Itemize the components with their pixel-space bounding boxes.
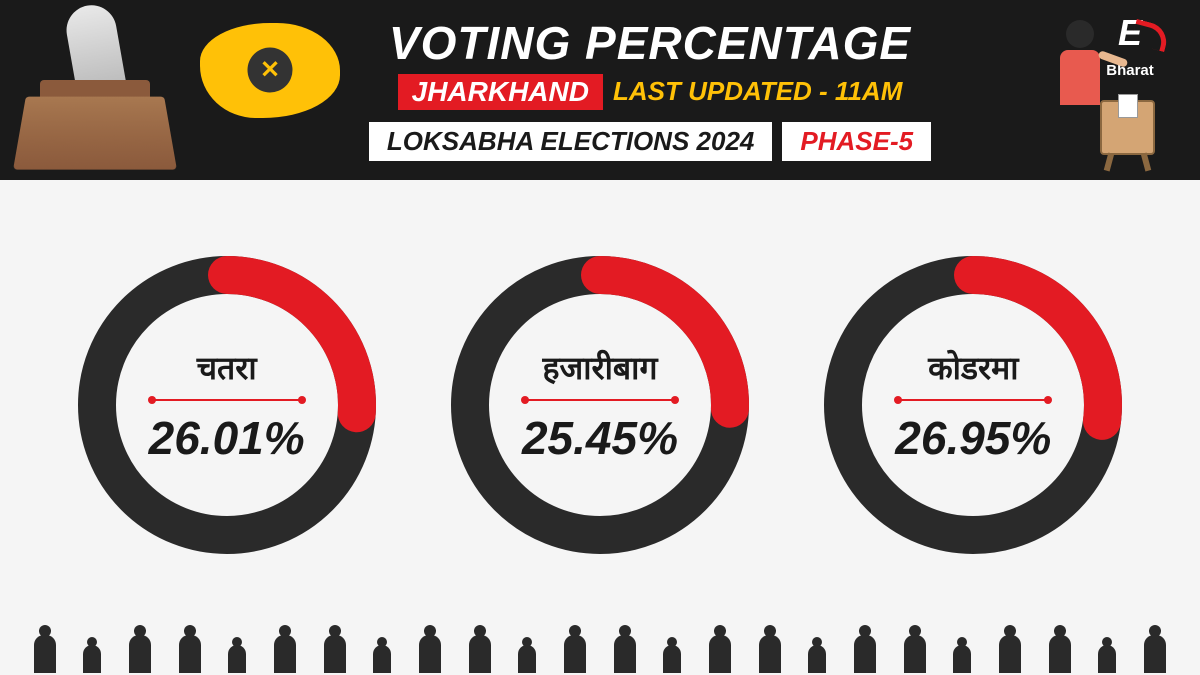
person-silhouette xyxy=(373,645,391,673)
person-silhouette xyxy=(759,635,781,673)
person-silhouette xyxy=(179,635,201,673)
person-silhouette xyxy=(1049,635,1071,673)
ballot-box-illustration xyxy=(1100,100,1155,155)
person-silhouette xyxy=(953,645,971,673)
donut-chart-2: हजारीबाग 25.45% xyxy=(440,245,760,565)
subtitle-row: JHARKHAND LAST UPDATED - 11AM xyxy=(350,74,950,110)
header-graphic-left xyxy=(20,0,190,180)
person-silhouette xyxy=(1144,635,1166,673)
state-map-graphic xyxy=(200,23,340,118)
divider-line xyxy=(525,399,675,401)
percentage-value: 25.45% xyxy=(490,411,710,465)
voter-head xyxy=(1066,20,1094,48)
state-outline xyxy=(200,23,340,118)
person-silhouette xyxy=(709,635,731,673)
donut-center-3: कोडरमा 26.95% xyxy=(863,346,1083,465)
person-silhouette xyxy=(614,635,636,673)
phase-label: PHASE-5 xyxy=(782,122,931,161)
person-silhouette xyxy=(129,635,151,673)
person-silhouette xyxy=(228,645,246,673)
header-titles: VOTING PERCENTAGE JHARKHAND LAST UPDATED… xyxy=(340,20,960,161)
person-silhouette xyxy=(419,635,441,673)
footer-silhouettes xyxy=(0,630,1200,675)
info-row: LOKSABHA ELECTIONS 2024 PHASE-5 xyxy=(350,122,950,161)
percentage-value: 26.01% xyxy=(117,411,337,465)
state-name: JHARKHAND xyxy=(398,74,603,110)
person-silhouette xyxy=(854,635,876,673)
event-name: LOKSABHA ELECTIONS 2024 xyxy=(369,122,772,161)
main-title: VOTING PERCENTAGE xyxy=(350,20,950,66)
donut-center-2: हजारीबाग 25.45% xyxy=(490,346,710,465)
last-updated: LAST UPDATED - 11AM xyxy=(613,76,902,107)
person-silhouette xyxy=(1098,645,1116,673)
percentage-value: 26.95% xyxy=(863,411,1083,465)
chart-content: चतरा 26.01% हजारीबाग 25.45% कोडरमा 26.95… xyxy=(0,180,1200,630)
header-graphic-right: E Bharat xyxy=(960,0,1180,180)
person-silhouette xyxy=(469,635,491,673)
donut-center-1: चतरा 26.01% xyxy=(117,346,337,465)
donut-chart-1: चतरा 26.01% xyxy=(67,245,387,565)
person-silhouette xyxy=(324,635,346,673)
person-silhouette xyxy=(274,635,296,673)
constituency-label: कोडरमा xyxy=(863,346,1083,389)
divider-line xyxy=(898,399,1048,401)
header-bar: VOTING PERCENTAGE JHARKHAND LAST UPDATED… xyxy=(0,0,1200,180)
person-silhouette xyxy=(34,635,56,673)
vote-seal-icon xyxy=(248,48,293,93)
constituency-label: हजारीबाग xyxy=(490,346,710,389)
person-silhouette xyxy=(904,635,926,673)
person-silhouette xyxy=(808,645,826,673)
person-silhouette xyxy=(663,645,681,673)
voter-body xyxy=(1060,50,1100,105)
parliament-graphic xyxy=(13,97,177,170)
person-silhouette xyxy=(999,635,1021,673)
constituency-label: चतरा xyxy=(117,346,337,389)
person-silhouette xyxy=(564,635,586,673)
donut-chart-3: कोडरमा 26.95% xyxy=(813,245,1133,565)
person-silhouette xyxy=(518,645,536,673)
person-silhouette xyxy=(83,645,101,673)
ballot-legs xyxy=(1102,153,1153,171)
divider-line xyxy=(152,399,302,401)
